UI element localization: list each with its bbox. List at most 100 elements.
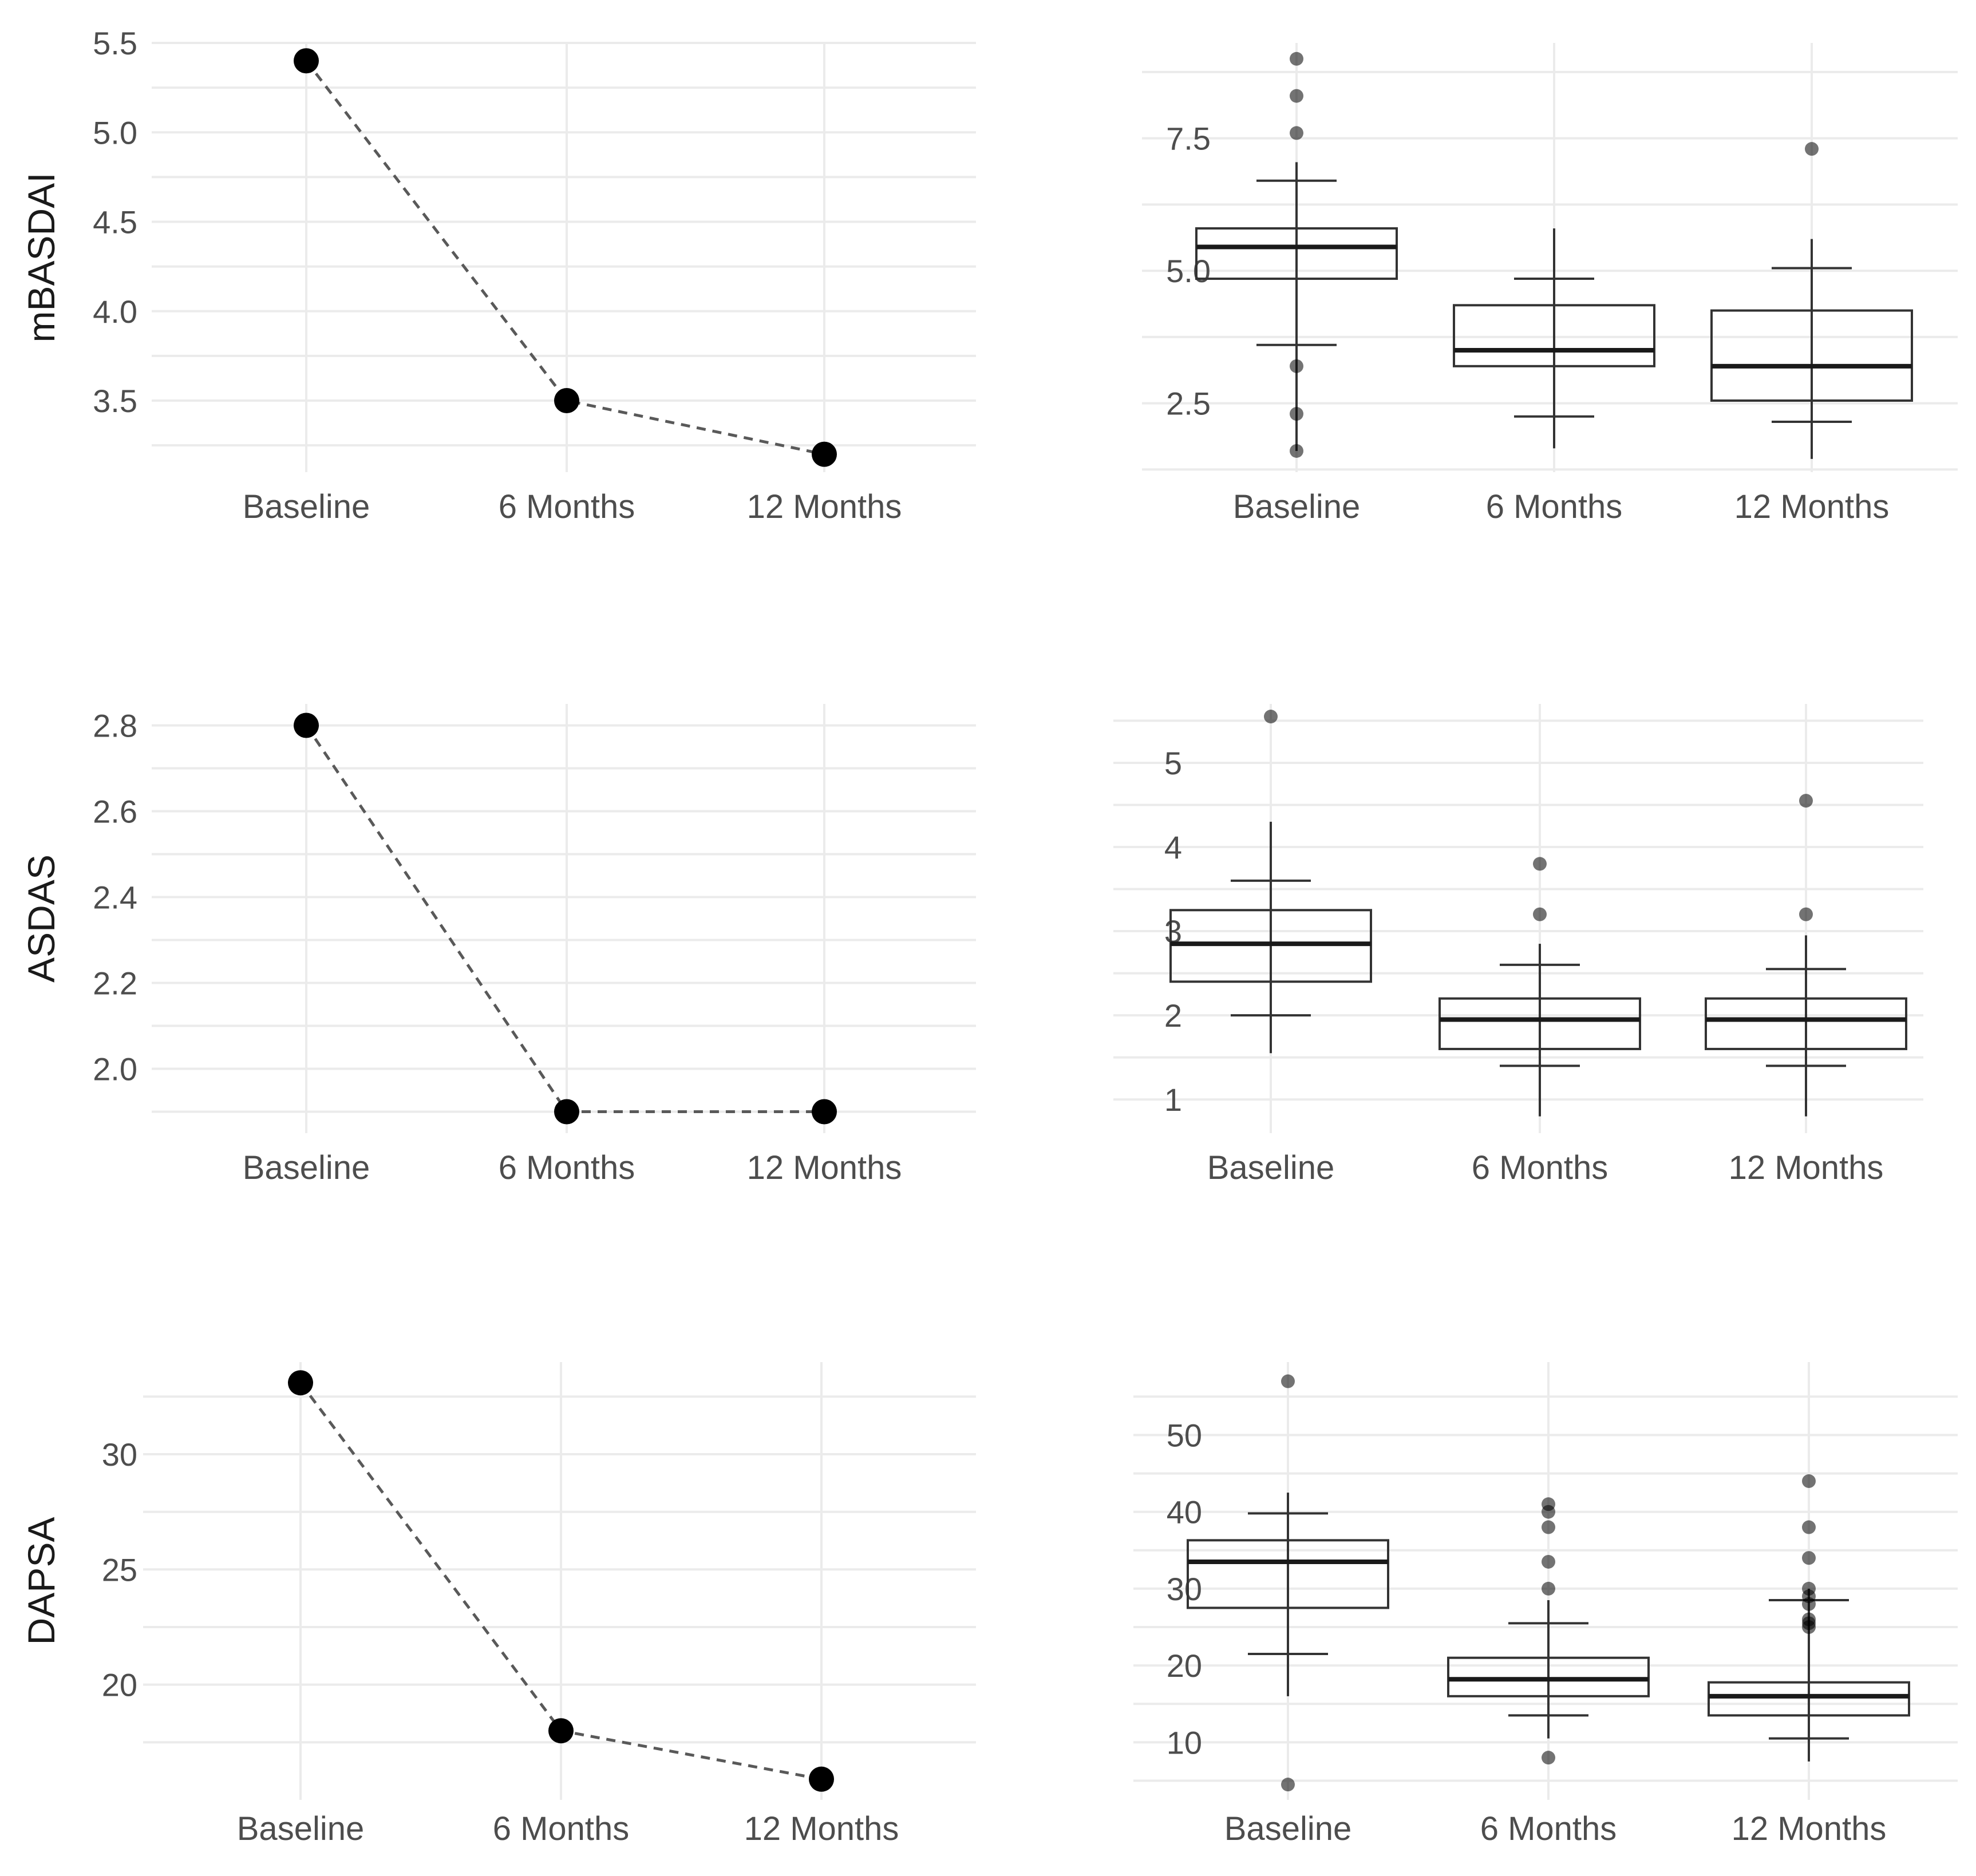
x-tick-label: 12 Months bbox=[744, 1810, 899, 1847]
x-tick-label: 6 Months bbox=[1480, 1810, 1617, 1847]
panel-6: 10 20 30 40 50 Baseline 6 Months 12 Months bbox=[1133, 1362, 1958, 1847]
outlier-point bbox=[1802, 1597, 1816, 1611]
x-tick-label: 6 Months bbox=[499, 488, 635, 525]
outlier-point bbox=[1542, 1581, 1555, 1596]
y-tick-label: 10 bbox=[1167, 1724, 1202, 1760]
y-tick-label: 5 bbox=[1164, 745, 1182, 781]
x-tick-label: 12 Months bbox=[1732, 1810, 1887, 1847]
data-point bbox=[548, 1718, 574, 1744]
outlier-point bbox=[1802, 1551, 1816, 1565]
series-line bbox=[305, 725, 824, 1113]
box-1 bbox=[1187, 1374, 1389, 1792]
outlier-point bbox=[1290, 89, 1303, 103]
data-point bbox=[812, 441, 837, 467]
outlier-point bbox=[1802, 1474, 1816, 1489]
x-tick-label: 12 Months bbox=[747, 1149, 902, 1186]
y-axis-label: ASDAS bbox=[20, 854, 62, 983]
outlier-point bbox=[1542, 1751, 1555, 1765]
y-tick-label: 2.4 bbox=[93, 880, 137, 916]
y-tick-label: 1 bbox=[1164, 1082, 1182, 1118]
x-tick-label: Baseline bbox=[1233, 488, 1360, 525]
outlier-point bbox=[1542, 1505, 1555, 1519]
data-point bbox=[294, 713, 319, 738]
y-tick-label: 25 bbox=[102, 1552, 137, 1588]
box-iqr bbox=[1187, 1539, 1389, 1609]
box-2 bbox=[1453, 228, 1655, 449]
outlier-point bbox=[1290, 359, 1303, 373]
y-tick-label: 3.5 bbox=[93, 383, 137, 419]
box-iqr bbox=[1708, 1681, 1910, 1717]
x-tick-label: Baseline bbox=[237, 1810, 364, 1847]
x-tick-label: 6 Months bbox=[499, 1149, 635, 1186]
x-tick-label: 6 Months bbox=[1472, 1149, 1609, 1186]
y-tick-label: 5.0 bbox=[1166, 253, 1211, 289]
box-1 bbox=[1169, 710, 1372, 1054]
outlier-point bbox=[1799, 907, 1813, 921]
box-iqr bbox=[1710, 309, 1913, 402]
y-tick-label: 5.5 bbox=[93, 25, 137, 61]
x-tick-label: 6 Months bbox=[1486, 488, 1623, 525]
y-tick-label: 2 bbox=[1164, 998, 1182, 1034]
panel-5: 20 25 30 Baseline 6 Months 12 Months DAPSA bbox=[20, 1362, 976, 1847]
box-2 bbox=[1447, 1497, 1650, 1765]
x-tick-label: Baseline bbox=[243, 1149, 370, 1186]
box-1 bbox=[1195, 52, 1398, 458]
outlier-point bbox=[1542, 1520, 1555, 1534]
box-iqr bbox=[1195, 227, 1398, 280]
y-axis-label: mBASDAI bbox=[20, 172, 62, 342]
box-2 bbox=[1438, 857, 1641, 1117]
box-iqr bbox=[1438, 997, 1641, 1050]
x-tick-label: 12 Months bbox=[747, 488, 902, 525]
y-tick-label: 2.5 bbox=[1166, 386, 1211, 422]
outlier-point bbox=[1799, 794, 1813, 808]
y-tick-label: 2.8 bbox=[93, 708, 137, 744]
y-tick-label: 20 bbox=[1167, 1648, 1202, 1684]
y-tick-label: 30 bbox=[102, 1436, 137, 1473]
y-tick-label: 40 bbox=[1167, 1494, 1202, 1530]
outlier-point bbox=[1281, 1778, 1295, 1792]
y-tick-label: 7.5 bbox=[1166, 121, 1211, 157]
y-tick-label: 4.5 bbox=[93, 204, 137, 240]
y-tick-label: 2.6 bbox=[93, 794, 137, 830]
data-point bbox=[554, 1099, 579, 1125]
panel-2: 2.5 5.0 7.5 Baseline 6 Months 12 Months bbox=[1142, 43, 1958, 525]
outlier-point bbox=[1802, 1620, 1816, 1634]
x-tick-label: Baseline bbox=[243, 488, 370, 525]
x-tick-label: 6 Months bbox=[493, 1810, 630, 1847]
data-point bbox=[294, 48, 319, 74]
outlier-point bbox=[1290, 126, 1303, 140]
data-point bbox=[812, 1099, 837, 1125]
outlier-point bbox=[1533, 907, 1547, 921]
outlier-point bbox=[1264, 710, 1278, 724]
data-point bbox=[809, 1766, 834, 1792]
panel-1: 3.5 4.0 4.5 5.0 5.5 Baseline 6 Months 12 Months… bbox=[20, 25, 976, 525]
outlier-point bbox=[1802, 1520, 1816, 1534]
y-tick-label: 4 bbox=[1164, 829, 1182, 865]
y-tick-label: 50 bbox=[1167, 1418, 1202, 1454]
data-point bbox=[288, 1370, 313, 1396]
box-iqr bbox=[1705, 997, 1907, 1050]
y-tick-label: 5.0 bbox=[93, 114, 137, 151]
box-iqr bbox=[1447, 1656, 1650, 1697]
x-tick-label: 12 Months bbox=[1729, 1149, 1884, 1186]
box-3 bbox=[1708, 1474, 1910, 1762]
x-tick-label: Baseline bbox=[1207, 1149, 1334, 1186]
x-tick-label: 12 Months bbox=[1734, 488, 1890, 525]
outlier-point bbox=[1290, 407, 1303, 421]
outlier-point bbox=[1805, 142, 1819, 156]
outlier-point bbox=[1533, 857, 1547, 871]
outlier-point bbox=[1281, 1374, 1295, 1388]
y-tick-label: 2.2 bbox=[93, 965, 137, 1002]
y-tick-label: 30 bbox=[1167, 1571, 1202, 1607]
box-iqr bbox=[1453, 304, 1655, 367]
y-tick-label: 4.0 bbox=[93, 294, 137, 330]
y-tick-label: 2.0 bbox=[93, 1051, 137, 1087]
outlier-point bbox=[1542, 1554, 1555, 1569]
box-3 bbox=[1710, 142, 1913, 459]
outlier-point bbox=[1290, 52, 1303, 66]
x-tick-label: Baseline bbox=[1224, 1810, 1351, 1847]
data-point bbox=[554, 388, 579, 413]
